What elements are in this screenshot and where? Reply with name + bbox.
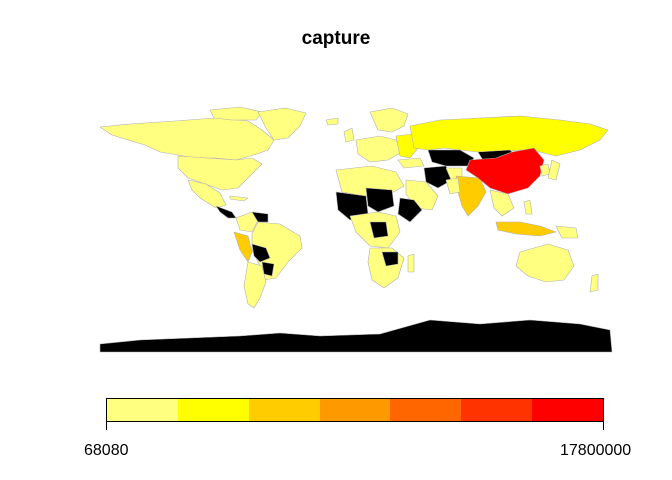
region-europe-west [355, 135, 403, 163]
region-iran [423, 165, 453, 189]
region-horn [397, 197, 423, 223]
region-india [455, 175, 487, 217]
region-indochina [489, 189, 515, 217]
color-legend [106, 398, 604, 422]
region-korea [539, 163, 551, 177]
region-usa [177, 155, 263, 191]
region-new-zealand [589, 273, 599, 293]
map-title: capture [301, 28, 371, 49]
region-paraguay [261, 261, 275, 277]
region-mexico [187, 179, 227, 209]
region-russia [409, 115, 609, 157]
region-indonesia [495, 221, 557, 237]
region-canada [99, 117, 275, 161]
region-arctic-islands [209, 106, 263, 121]
region-bolivia [251, 243, 271, 263]
region-pakistan [445, 177, 461, 195]
region-cuba [229, 195, 249, 202]
legend-swatch-6 [461, 399, 533, 421]
region-zambia-zimbabwe [381, 251, 399, 267]
legend-swatch-5 [390, 399, 462, 421]
region-antarctica [99, 319, 613, 353]
region-central-america [215, 205, 237, 219]
region-venezuela [251, 211, 269, 223]
region-china [465, 147, 545, 195]
region-iceland [325, 117, 339, 126]
region-madagascar [407, 253, 415, 273]
region-congo [369, 221, 389, 239]
legend-swatch-1 [107, 399, 178, 421]
region-kazakhstan [427, 149, 475, 167]
region-north-africa [335, 165, 405, 197]
region-australia [515, 243, 575, 283]
region-uk [343, 127, 355, 143]
region-turkey [397, 157, 425, 169]
region-argentina [243, 261, 267, 309]
legend-swatch-2 [177, 399, 249, 421]
legend-tick-min [106, 422, 107, 430]
region-philippines [523, 199, 533, 215]
legend-max-label: 17800000 [560, 442, 632, 459]
legend-min-label: 68080 [84, 442, 129, 459]
legend-tick-max [603, 422, 604, 430]
region-peru [233, 231, 253, 263]
region-scandinavia [369, 107, 409, 133]
legend-swatch-7 [532, 399, 604, 421]
region-colombia [235, 211, 259, 233]
region-greenland [257, 107, 307, 141]
region-japan [547, 159, 561, 181]
legend-swatch-4 [319, 399, 391, 421]
legend-swatch-3 [248, 399, 320, 421]
region-new-guinea [555, 225, 579, 239]
region-sahel-central [365, 187, 395, 213]
